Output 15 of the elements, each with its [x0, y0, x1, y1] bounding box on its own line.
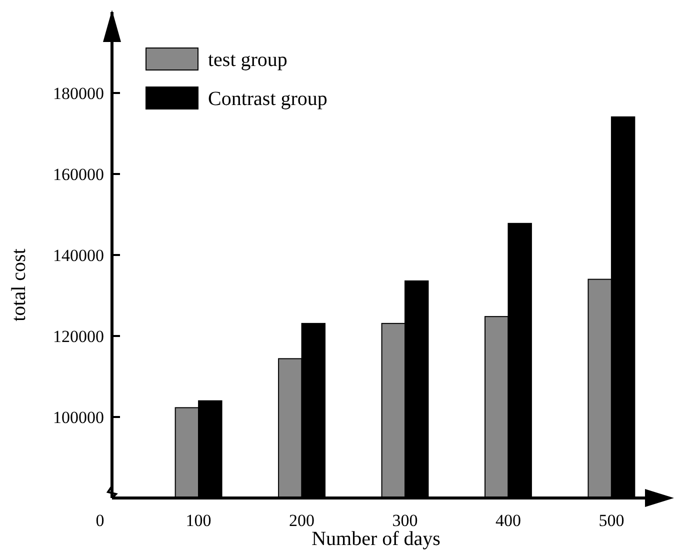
y-tick-label: 160000 [53, 164, 104, 184]
x-tick-label: 300 [392, 510, 418, 530]
x-axis-title: Number of days [312, 528, 441, 550]
y-tick-label: 180000 [53, 84, 104, 103]
y-tick-label: 120000 [53, 326, 104, 346]
y-tick-label: 100000 [53, 408, 104, 427]
text: 0 [96, 510, 104, 530]
y-tick-label: 140000 [53, 246, 104, 265]
y-axis-title: total cost [8, 248, 30, 322]
x-tick-label: 100 [186, 510, 212, 530]
x-tick-label: 400 [495, 510, 521, 530]
legend-label: Contrast group [208, 88, 328, 110]
x-tick-label: 500 [598, 510, 624, 530]
legend-label: test group [208, 49, 288, 71]
x-tick-label: 200 [289, 510, 315, 530]
